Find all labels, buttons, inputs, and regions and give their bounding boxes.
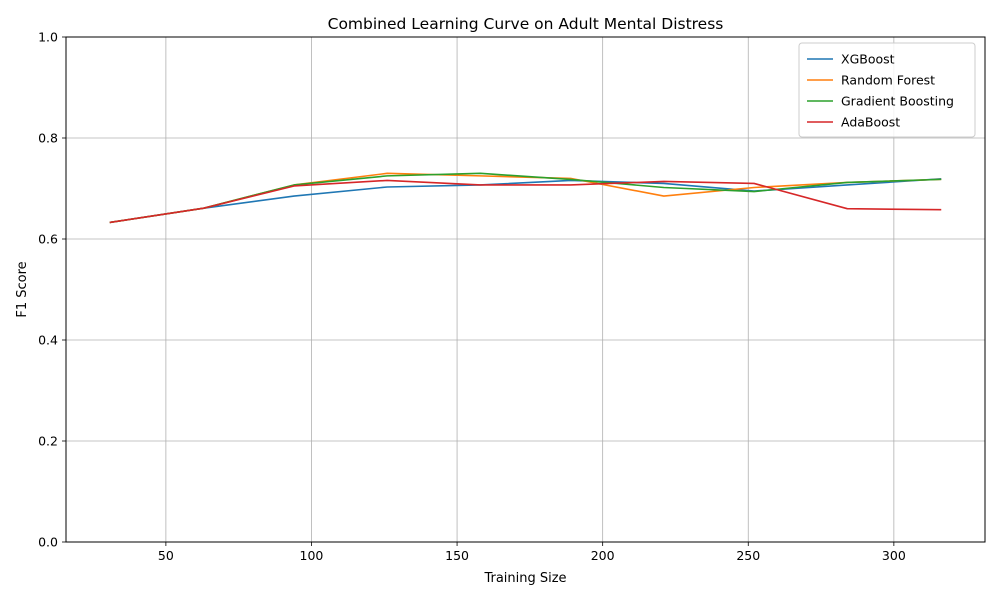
- series-line-adaboost: [109, 179, 942, 224]
- legend: XGBoost Random Forest Gradient Boosting Ada…: [798, 42, 976, 138]
- y-tick-label: 0.2: [38, 434, 58, 449]
- legend-label: Random Forest: [841, 73, 935, 88]
- x-tick-label: 150: [445, 548, 469, 563]
- legend-label: XGBoost: [841, 52, 895, 67]
- x-tick-label: 300: [882, 548, 906, 563]
- x-tick-label: 100: [300, 548, 324, 563]
- x-tick-label: 50: [158, 548, 174, 563]
- y-tick-label: 0.0: [38, 535, 58, 550]
- y-tick-label: 1.0: [38, 30, 58, 45]
- legend-label: AdaBoost: [841, 115, 900, 130]
- axis-ticks: 50 100 150 200 250 300 0.0 0.2 0.4 0.6 0.8 1.0: [38, 30, 906, 564]
- y-tick-label: 0.6: [38, 232, 58, 247]
- legend-box: [798, 42, 976, 138]
- y-tick-label: 0.8: [38, 131, 58, 146]
- x-axis-label: Training Size: [483, 571, 566, 586]
- legend-label: Gradient Boosting: [841, 94, 954, 109]
- series-lines: [109, 172, 942, 224]
- chart-title: Combined Learning Curve on Adult Mental …: [328, 15, 724, 33]
- y-tick-label: 0.4: [38, 333, 58, 348]
- series-line-xgboost: [109, 178, 942, 224]
- plot-frame: [65, 36, 986, 543]
- x-tick-label: 250: [736, 548, 760, 563]
- y-axis-label: F1 Score: [15, 261, 30, 317]
- x-tick-label: 200: [591, 548, 615, 563]
